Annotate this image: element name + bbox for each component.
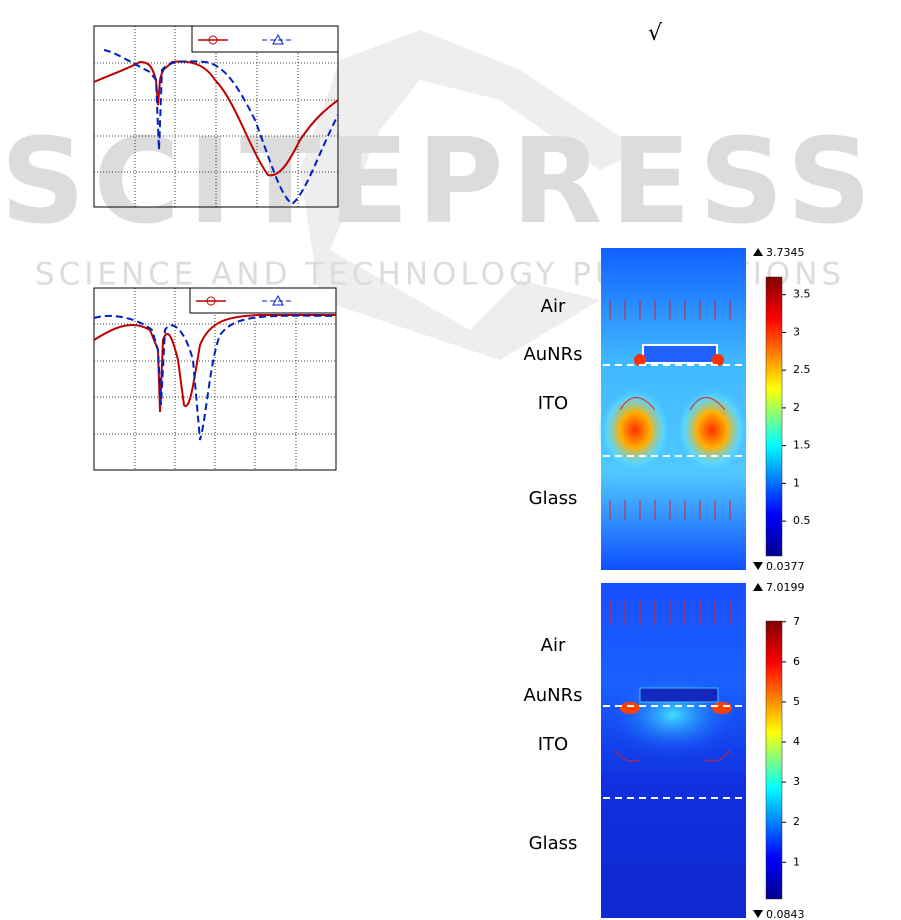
curve [103,49,339,206]
sqrt-symbol: √ [648,21,663,46]
colorbar-tick-label: 2 [793,815,800,828]
colorbar [765,620,783,900]
max-marker [753,583,763,591]
legend [191,25,339,53]
watermark-title: SCITEPRESS [0,112,879,250]
colorbar [765,276,783,557]
layer-label: Glass [529,488,578,509]
min-marker [753,910,763,918]
colorbar-tick-label: 6 [793,655,800,668]
min-marker [753,562,763,570]
curve [93,314,337,441]
curve [93,60,339,177]
layer-label: AuNRs [523,344,582,365]
colorbar-tick-label: 7 [793,615,800,628]
layer-label: ITO [538,393,568,414]
colorbar-tick-label: 3.5 [793,288,811,301]
layer-label: Glass [529,833,578,854]
colorbar-tick-label: 1 [793,476,800,489]
layer-label: Air [541,296,566,317]
colorbar-max-label: 3.7345 [766,246,805,259]
layer-label: ITO [538,734,568,755]
colorbar-tick-label: 1 [793,855,800,868]
grid [94,26,338,207]
colorbar-tick-label: 2.5 [793,363,811,376]
colorbar-tick-label: 0.5 [793,514,811,527]
curve [93,314,336,413]
colorbar-min-label: 0.0843 [766,908,805,920]
colorbar-tick-label: 4 [793,735,800,748]
layer-label: Air [541,635,566,656]
colorbar-tick-label: 1.5 [793,439,811,452]
line-chart [93,25,339,208]
colorbar-max-label: 7.0199 [766,581,805,594]
colorbar-min-label: 0.0377 [766,560,805,573]
colorbar-tick-label: 5 [793,695,800,708]
watermark-swoosh [300,30,640,360]
max-marker [753,248,763,256]
colorbar-tick-label: 2 [793,401,800,414]
line-chart [93,287,337,471]
layer-label: AuNRs [523,685,582,706]
field-map-image [597,248,750,918]
colorbar-tick-label: 3 [793,325,800,338]
colorbar-tick-label: 3 [793,775,800,788]
